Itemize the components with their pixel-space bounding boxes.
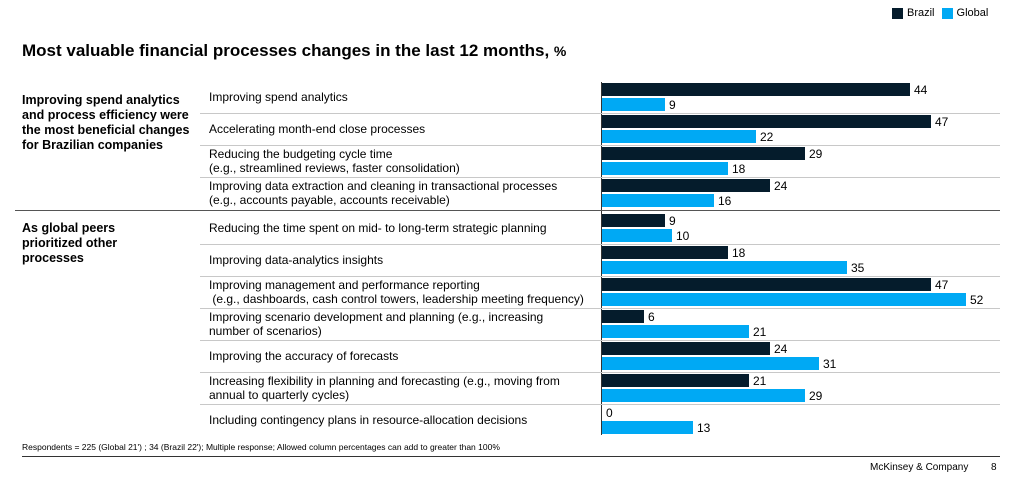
legend-item-global: Global <box>941 7 989 19</box>
category-label-line: (e.g., dashboards, cash control towers, … <box>209 292 584 306</box>
group-divider <box>15 210 1000 211</box>
legend-item-brazil: Brazil <box>892 7 935 19</box>
category-label-line: number of scenarios) <box>209 324 322 338</box>
value-label-brazil: 6 <box>648 310 655 324</box>
category-label-line: Reducing the time spent on mid- to long-… <box>209 221 547 235</box>
footer-divider <box>22 456 1000 457</box>
chart-title-text: Most valuable financial processes change… <box>22 41 550 60</box>
row-divider <box>200 145 1000 146</box>
category-label: Including contingency plans in resource-… <box>209 413 599 427</box>
category-label: Improving data extraction and cleaning i… <box>209 179 599 207</box>
value-label-global: 13 <box>697 421 711 435</box>
chart-axis <box>601 82 602 435</box>
category-label-line: annual to quarterly cycles) <box>209 388 350 402</box>
company-name: McKinsey & Company <box>870 462 969 473</box>
bar-brazil <box>602 342 770 355</box>
bar-global <box>602 162 728 175</box>
category-label-line: Improving the accuracy of forecasts <box>209 349 399 363</box>
value-label-global: 21 <box>753 325 767 339</box>
chart-title: Most valuable financial processes change… <box>22 41 566 61</box>
category-label-line: Improving scenario development and plann… <box>209 310 544 324</box>
legend: Brazil Global <box>892 7 995 19</box>
category-label-line: Improving data-analytics insights <box>209 253 384 267</box>
category-label: Reducing the budgeting cycle time (e.g., … <box>209 147 599 175</box>
value-label-global: 16 <box>718 194 732 208</box>
value-label-brazil: 29 <box>809 147 823 161</box>
value-label-global: 35 <box>851 261 865 275</box>
value-label-global: 10 <box>676 229 690 243</box>
value-label-brazil: 47 <box>935 278 949 292</box>
value-label-global: 9 <box>669 98 676 112</box>
bar-brazil <box>602 83 910 96</box>
bar-brazil <box>602 310 644 323</box>
category-label: Reducing the time spent on mid- to long-… <box>209 221 599 235</box>
category-label-line: Improving management and performance rep… <box>209 278 480 292</box>
category-label: Increasing flexibility in planning and f… <box>209 374 599 402</box>
value-label-brazil: 9 <box>669 214 676 228</box>
bar-global <box>602 261 847 274</box>
category-label-line: (e.g., accounts payable, accounts receiv… <box>209 193 450 207</box>
category-label: Improving the accuracy of forecasts <box>209 349 599 363</box>
bar-brazil <box>602 179 770 192</box>
value-label-global: 18 <box>732 162 746 176</box>
group-label-1: Improving spend analytics and process ef… <box>22 93 190 152</box>
category-label-line: Reducing the budgeting cycle time <box>209 147 393 161</box>
row-divider <box>200 308 1000 309</box>
legend-label-global: Global <box>956 7 989 19</box>
bar-brazil <box>602 147 805 160</box>
chart-title-unit: % <box>553 43 567 59</box>
legend-swatch-brazil <box>892 7 903 19</box>
category-label: Accelerating month-end close processes <box>209 122 599 136</box>
row-divider <box>200 276 1000 277</box>
category-label-line: Including contingency plans in resource-… <box>209 413 528 427</box>
value-label-global: 22 <box>760 130 774 144</box>
bar-brazil <box>602 374 749 387</box>
row-divider <box>200 372 1000 373</box>
value-label-brazil: 44 <box>914 83 928 97</box>
bar-global <box>602 325 749 338</box>
value-label-global: 29 <box>809 389 823 403</box>
bar-brazil <box>602 214 665 227</box>
category-label: Improving management and performance rep… <box>209 278 599 306</box>
footnote: Respondents = 225 (Global 21') ; 34 (Bra… <box>22 442 500 452</box>
row-divider <box>200 244 1000 245</box>
value-label-brazil: 24 <box>774 342 788 356</box>
value-label-brazil: 24 <box>774 179 788 193</box>
category-label-line: Increasing flexibility in planning and f… <box>209 374 560 388</box>
category-label: Improving scenario development and plann… <box>209 310 599 338</box>
legend-swatch-global <box>941 7 953 19</box>
category-label: Improving spend analytics <box>209 90 599 104</box>
row-divider <box>200 113 1000 114</box>
bar-global <box>602 421 693 434</box>
category-label-line: (e.g., streamlined reviews, faster conso… <box>209 161 460 175</box>
value-label-global: 52 <box>970 293 984 307</box>
value-label-brazil: 21 <box>753 374 767 388</box>
bar-global <box>602 194 714 207</box>
page-number: 8 <box>991 462 997 473</box>
bar-brazil <box>602 278 931 291</box>
bar-brazil <box>602 246 728 259</box>
row-divider <box>200 177 1000 178</box>
bar-global <box>602 293 966 306</box>
bar-global <box>602 389 805 402</box>
row-divider <box>200 404 1000 405</box>
bar-brazil <box>602 115 931 128</box>
bar-global <box>602 130 756 143</box>
category-label-line: Improving data extraction and cleaning i… <box>209 179 558 193</box>
row-divider <box>200 340 1000 341</box>
category-label-line: Accelerating month-end close processes <box>209 122 426 136</box>
bar-global <box>602 229 672 242</box>
value-label-brazil: 47 <box>935 115 949 129</box>
group-label-2: As global peers prioritized other proces… <box>22 221 118 265</box>
value-label-global: 31 <box>823 357 837 371</box>
value-label-brazil: 18 <box>732 246 746 260</box>
bar-global <box>602 98 665 111</box>
value-label-brazil: 0 <box>606 406 613 420</box>
category-label-line: Improving spend analytics <box>209 90 348 104</box>
category-label: Improving data-analytics insights <box>209 253 599 267</box>
legend-label-brazil: Brazil <box>907 7 935 19</box>
bar-global <box>602 357 819 370</box>
